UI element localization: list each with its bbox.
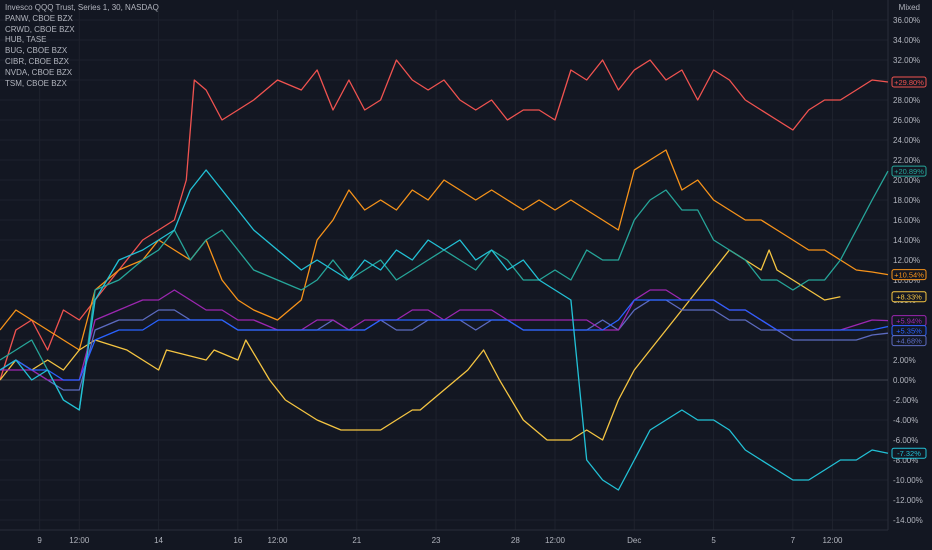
legend-item[interactable]: CIBR, CBOE BZX: [5, 56, 70, 66]
gridlines: [0, 0, 889, 531]
y-tick-label: 36.00%: [893, 16, 920, 25]
y-tick-label: 16.00%: [893, 216, 920, 225]
y-tick-label: 10.00%: [893, 276, 920, 285]
last-value-badge: +5.94%: [891, 315, 927, 327]
x-tick-label: 14: [154, 536, 163, 545]
y-tick-label: -12.00%: [893, 496, 923, 505]
y-tick-label: -8.00%: [893, 456, 918, 465]
x-axis[interactable]: 9 12:00 14 16 12:00 21 23 28 12:00 Dec 5 7 12:00: [37, 536, 843, 545]
series-line: [0, 299, 889, 381]
series-line: [0, 249, 841, 441]
y-tick-label: 18.00%: [893, 196, 920, 205]
x-tick-label: Dec: [627, 536, 641, 545]
y-tick-label: 0.00%: [893, 376, 916, 385]
y-tick-label: -14.00%: [893, 516, 923, 525]
y-tick-label: 22.00%: [893, 156, 920, 165]
last-value-badge: +4.68%: [891, 335, 927, 347]
badge-label: +29.80%: [894, 78, 924, 87]
y-tick-label: -10.00%: [893, 476, 923, 485]
badge-box: [891, 335, 927, 347]
y-tick-label: 12.00%: [893, 256, 920, 265]
x-tick-label: 5: [711, 536, 716, 545]
y-tick-label: -4.00%: [893, 416, 918, 425]
x-tick-label: 28: [511, 536, 520, 545]
y-tick-label: -2.00%: [893, 396, 918, 405]
last-value-badge: +8.33%: [891, 291, 927, 303]
x-tick-label: 12:00: [69, 536, 90, 545]
last-value-badge: +10.54%: [891, 269, 927, 281]
scale-mode-label[interactable]: Mixed: [898, 3, 920, 12]
y-tick-label: 2.00%: [893, 356, 916, 365]
y-tick-label: 14.00%: [893, 236, 920, 245]
series-line: [0, 289, 889, 381]
y-tick-label: -6.00%: [893, 436, 918, 445]
legend-item[interactable]: PANW, CBOE BZX: [5, 13, 73, 23]
badge-label: +4.68%: [896, 337, 922, 346]
legend-item[interactable]: NVDA, CBOE BZX: [5, 67, 73, 77]
x-tick-label: 7: [791, 536, 796, 545]
y-tick-label: 24.00%: [893, 136, 920, 145]
legend-item[interactable]: HUB, TASE: [5, 35, 47, 45]
series-line: [0, 169, 889, 491]
badge-box: [891, 447, 927, 459]
badge-label: -7.32%: [897, 449, 921, 458]
legend-item[interactable]: CRWD, CBOE BZX: [5, 24, 75, 34]
series-line: [0, 170, 889, 411]
y-tick-label: 20.00%: [893, 176, 920, 185]
series-lines: [0, 59, 889, 491]
badge-label: +10.54%: [894, 271, 924, 280]
chart-title: Invesco QQQ Trust, Series 1, 30, NASDAQ: [5, 3, 159, 12]
last-value-badge: +20.89%: [891, 165, 927, 177]
last-value-badge: -7.32%: [891, 447, 927, 459]
x-tick-label: 23: [432, 536, 441, 545]
y-tick-label: 34.00%: [893, 36, 920, 45]
y-tick-label: 26.00%: [893, 116, 920, 125]
x-tick-label: 12:00: [822, 536, 843, 545]
x-tick-label: 12:00: [267, 536, 288, 545]
series-line: [0, 299, 889, 391]
legend-item[interactable]: TSM, CBOE BZX: [5, 78, 67, 88]
badge-box: [891, 291, 927, 303]
badge-label: +5.94%: [896, 317, 922, 326]
y-tick-label: 32.00%: [893, 56, 920, 65]
badge-label: +8.33%: [896, 293, 922, 302]
badge-label: +5.35%: [896, 327, 922, 336]
x-tick-label: 12:00: [545, 536, 566, 545]
badge-label: +20.89%: [894, 167, 924, 176]
legend-item[interactable]: BUG, CBOE BZX: [5, 46, 68, 56]
x-tick-label: 9: [37, 536, 42, 545]
x-tick-label: 21: [352, 536, 361, 545]
last-value-badge: +5.35%: [891, 325, 927, 337]
y-tick-label: 28.00%: [893, 96, 920, 105]
series-line: [0, 59, 889, 381]
badge-box: [891, 76, 927, 88]
badge-box: [891, 165, 927, 177]
last-value-badge: +29.80%: [891, 76, 927, 88]
legend: Invesco QQQ Trust, Series 1, 30, NASDAQ …: [5, 3, 159, 89]
x-tick-label: 16: [233, 536, 242, 545]
badge-box: [891, 269, 927, 281]
last-value-badges: +29.80% +20.89% +10.54% +8.33% +5.94%+5.35%+…: [891, 76, 927, 459]
